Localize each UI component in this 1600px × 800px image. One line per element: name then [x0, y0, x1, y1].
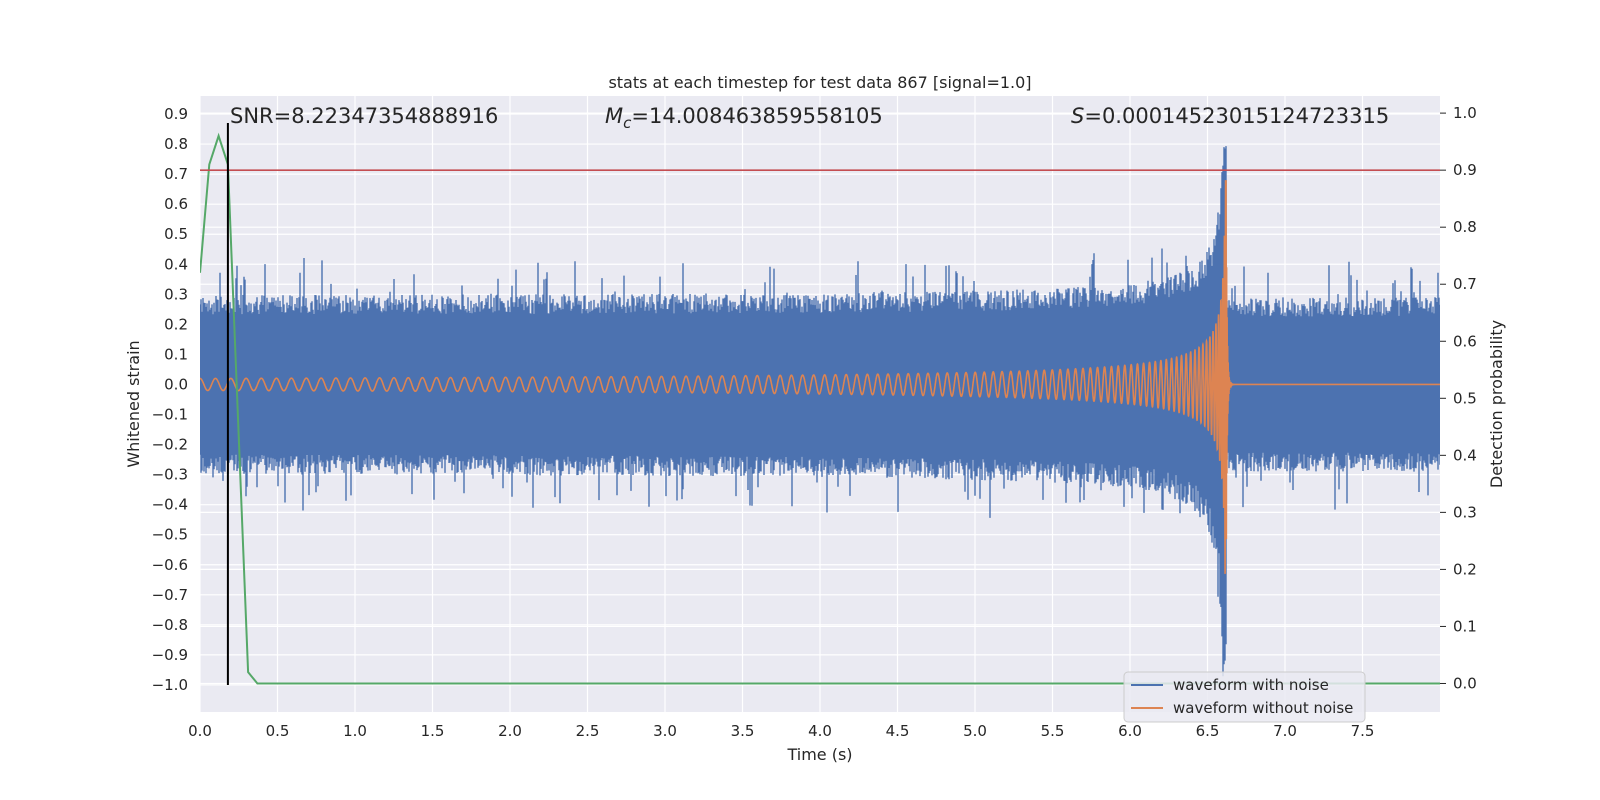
y-tick-label: −1.0 — [152, 676, 188, 694]
y2-tick-label: 0.4 — [1453, 446, 1477, 464]
x-tick-label: 3.0 — [653, 722, 677, 740]
x-tick-label: 2.5 — [576, 722, 600, 740]
chart-title: stats at each timestep for test data 867… — [608, 73, 1031, 92]
y2-axis-ticks: 1.0 0.9 0.8 0.7 0.6 0.5 0.4 0.3 0.2 0.1 0.0 — [1440, 104, 1477, 692]
y-tick-label: 0.5 — [164, 225, 188, 243]
x-tick-label: 5.5 — [1041, 722, 1065, 740]
y-tick-label: −0.2 — [152, 436, 188, 454]
y-tick-label: 0.2 — [164, 315, 188, 333]
y-tick-label: −0.1 — [152, 406, 188, 424]
x-axis-label: Time (s) — [786, 745, 852, 764]
y-tick-label: −0.7 — [152, 586, 188, 604]
y-tick-label: −0.5 — [152, 526, 188, 544]
s-annotation: S=0.00014523015124723315 — [1071, 104, 1389, 128]
legend-box — [1123, 671, 1366, 723]
series-waveform-without-noise — [200, 180, 1440, 574]
y2-tick-label: 0.7 — [1453, 275, 1477, 293]
x-tick-label: 4.5 — [886, 722, 910, 740]
overlay-layer — [200, 123, 1440, 685]
x-tick-label: 4.0 — [808, 722, 832, 740]
y-tick-label: −0.8 — [152, 616, 188, 634]
y2-tick-label: 0.1 — [1453, 617, 1477, 635]
y-tick-label: 0.7 — [164, 165, 188, 183]
y2-axis-label: Detection probability — [1487, 320, 1506, 488]
x-axis-ticks: 0.0 0.5 1.0 1.5 2.0 2.5 3.0 3.5 4.0 4.5 5.0 5.5 6.0 6… — [188, 722, 1374, 740]
y-tick-label: −0.3 — [152, 466, 188, 484]
x-tick-label: 6.5 — [1196, 722, 1220, 740]
y-tick-label: 0.0 — [164, 375, 188, 393]
legend: waveform with noise waveform without noi… — [1123, 671, 1366, 723]
y-axis-label: Whitened strain — [124, 340, 143, 467]
y2-tick-label: 0.6 — [1453, 332, 1477, 350]
y-tick-label: −0.6 — [152, 556, 188, 574]
y-tick-label: 0.8 — [164, 135, 188, 153]
legend-label-noise: waveform with noise — [1173, 676, 1329, 694]
y-tick-label: −0.4 — [152, 496, 188, 514]
x-tick-label: 2.0 — [498, 722, 522, 740]
y2-tick-label: 0.8 — [1453, 218, 1477, 236]
y-axis-ticks: 0.9 0.8 0.7 0.6 0.5 0.4 0.3 0.2 0.1 0.0 −0.1 −0.2 −0… — [152, 105, 188, 694]
series-detection-probability — [200, 132, 1440, 685]
y2-tick-label: 1.0 — [1453, 104, 1477, 122]
snr-annotation: SNR=8.22347354888916 — [230, 104, 498, 128]
x-tick-label: 5.0 — [963, 722, 987, 740]
x-tick-label: 3.5 — [731, 722, 755, 740]
series-layer — [200, 132, 1440, 685]
y-tick-label: 0.4 — [164, 255, 188, 273]
y-tick-label: 0.3 — [164, 285, 188, 303]
x-tick-label: 6.0 — [1118, 722, 1142, 740]
y2-tick-label: 0.2 — [1453, 560, 1477, 578]
y2-tick-label: 0.9 — [1453, 161, 1477, 179]
y-tick-label: 0.9 — [164, 105, 188, 123]
y2-tick-label: 0.5 — [1453, 389, 1477, 407]
x-tick-label: 0.0 — [188, 722, 212, 740]
y2-tick-label: 0.3 — [1453, 503, 1477, 521]
chirp-mass-annotation: Mc=14.008463859558105 — [605, 104, 883, 132]
y-tick-label: −0.9 — [152, 646, 188, 664]
x-tick-label: 7.0 — [1273, 722, 1297, 740]
x-tick-label: 0.5 — [266, 722, 290, 740]
legend-label-clean: waveform without noise — [1173, 699, 1353, 717]
x-tick-label: 1.5 — [421, 722, 445, 740]
y-tick-label: 0.6 — [164, 195, 188, 213]
x-tick-label: 1.0 — [343, 722, 367, 740]
x-tick-label: 7.5 — [1351, 722, 1375, 740]
y-tick-label: 0.1 — [164, 345, 188, 363]
y2-tick-label: 0.0 — [1453, 674, 1477, 692]
